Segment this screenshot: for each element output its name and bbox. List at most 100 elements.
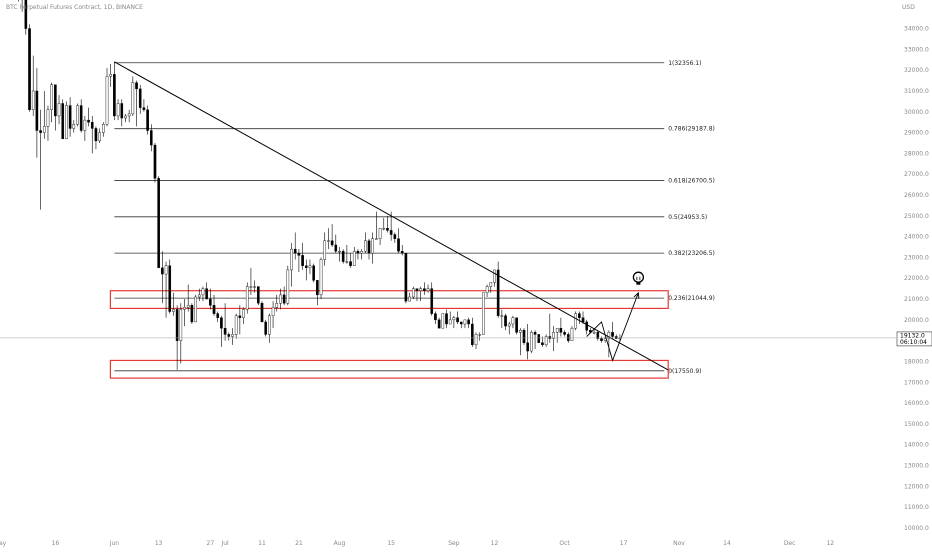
candle-body	[456, 317, 459, 323]
candle-body	[282, 294, 286, 304]
candle-body	[496, 269, 500, 316]
candle-body	[234, 315, 238, 335]
last-price-label: 19132.0	[900, 332, 925, 339]
x-tick-label: 12	[491, 540, 499, 547]
candle-body	[581, 317, 585, 323]
candle-body	[146, 109, 149, 131]
fib-retracement[interactable]: 1(32356.1) 0.786(29187.8) 0.618(26700.5) 0.…	[114, 60, 715, 375]
candle-body	[397, 238, 400, 252]
candle-body	[83, 119, 87, 131]
candle-body	[220, 317, 223, 329]
candle-body	[35, 90, 39, 131]
y-tick-label: 27000.0	[904, 171, 929, 178]
y-tick-label: 31000.0	[904, 88, 929, 95]
candle-body	[485, 286, 489, 294]
y-tick-label: 13000.0	[904, 463, 929, 470]
candle-body	[316, 280, 319, 296]
y-tick-label: 10000.0	[904, 525, 929, 532]
candle-body	[349, 261, 352, 266]
candle-body	[153, 144, 157, 179]
y-tick-label: 11000.0	[904, 504, 929, 511]
candle-body	[334, 244, 338, 252]
last-price-marker: 19132.006:10:04	[0, 331, 932, 347]
candle-body	[371, 238, 375, 254]
candle-body	[415, 288, 419, 291]
candle-body	[275, 303, 279, 308]
candle-body	[201, 288, 205, 296]
fib-level-label: 0.5(24953.5)	[668, 214, 707, 221]
candle-body	[452, 317, 456, 321]
candle-body	[279, 294, 282, 304]
candle-body	[50, 84, 53, 110]
candle-body	[164, 265, 168, 275]
candle-body	[555, 327, 559, 333]
candle-body	[72, 124, 76, 129]
x-tick-label: May	[0, 540, 7, 547]
y-tick-label: 12000.0	[904, 483, 929, 490]
candle-body	[566, 334, 570, 341]
y-tick-label: 34000.0	[904, 26, 929, 33]
candle-body	[404, 253, 408, 302]
candle-body	[231, 334, 234, 337]
candle-body	[209, 298, 212, 306]
x-tick-label: Aug	[334, 540, 346, 547]
candle-body	[286, 269, 290, 304]
x-tick-label: Jun	[109, 540, 120, 547]
candle-body	[113, 74, 116, 117]
candle-body	[445, 313, 448, 325]
candle-body	[570, 327, 574, 341]
candle-body	[308, 265, 312, 269]
candle-body	[94, 128, 98, 142]
x-tick-label: 13	[155, 540, 163, 547]
candle-body	[611, 332, 614, 337]
candle-body	[135, 82, 138, 90]
fib-level-label: 0(17550.9)	[668, 368, 701, 375]
candle-body	[393, 234, 397, 239]
y-tick-label: 15000.0	[904, 421, 929, 428]
candle-body	[57, 103, 61, 117]
fib-level-label: 1(32356.1)	[668, 60, 701, 67]
y-tick-label: 21000.0	[904, 296, 929, 303]
candle-body	[223, 327, 227, 335]
candle-body	[489, 282, 493, 287]
candle-body	[142, 107, 146, 110]
candle-body	[563, 332, 566, 335]
candle-body	[212, 305, 216, 314]
candle-body	[327, 240, 330, 242]
candle-body	[172, 309, 175, 312]
zone-rectangle	[109, 290, 669, 310]
candle-body	[216, 313, 220, 318]
candle-body	[31, 90, 35, 110]
candle-body	[338, 250, 341, 253]
x-tick-label: 27	[207, 540, 215, 547]
last-price-countdown: 06:10:04	[900, 339, 927, 346]
candle-body	[544, 336, 548, 346]
candle-body	[400, 250, 404, 254]
candle-body	[268, 315, 271, 335]
trendline-drawing[interactable]	[114, 61, 669, 371]
candle-body	[423, 288, 426, 291]
candle-body	[600, 338, 603, 341]
candle-body	[168, 265, 172, 312]
support-resistance-zones[interactable]	[109, 290, 669, 379]
idea-icon-group	[632, 271, 645, 285]
y-tick-label: 24000.0	[904, 234, 929, 241]
candle-body	[205, 288, 208, 300]
projection-drawing[interactable]	[586, 291, 640, 362]
y-tick-label: 29000.0	[904, 130, 929, 137]
candle-body	[304, 265, 308, 269]
candle-body	[463, 319, 467, 325]
candle-body	[375, 238, 378, 240]
candle-body	[578, 313, 581, 318]
candle-body	[179, 309, 183, 341]
candle-body	[364, 240, 367, 252]
candle-body	[90, 121, 94, 129]
candle-body	[109, 74, 113, 77]
candle-body	[120, 103, 124, 119]
x-tick-label: Dec	[784, 540, 796, 547]
y-tick-label: 22000.0	[904, 275, 929, 282]
y-tick-label: 20000.0	[904, 317, 929, 324]
candle-body	[186, 305, 190, 308]
